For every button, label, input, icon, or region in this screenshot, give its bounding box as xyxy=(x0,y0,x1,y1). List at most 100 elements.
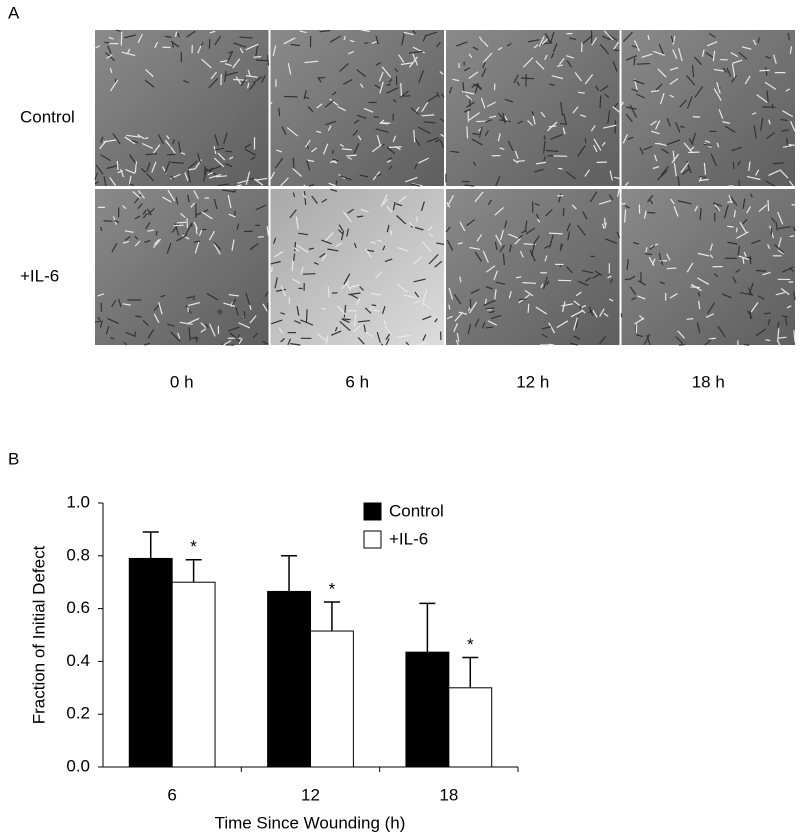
cell xyxy=(137,190,146,199)
cell xyxy=(703,143,712,147)
cell xyxy=(120,168,125,178)
cell xyxy=(229,332,241,342)
cell xyxy=(353,313,357,327)
cell xyxy=(562,127,566,135)
cell xyxy=(264,291,269,297)
cell xyxy=(112,133,121,145)
cell xyxy=(581,269,594,274)
cell xyxy=(386,147,396,155)
cell xyxy=(255,204,267,211)
cell xyxy=(673,206,679,217)
cell xyxy=(658,44,664,55)
cell xyxy=(255,177,268,181)
cell xyxy=(323,143,329,155)
cell xyxy=(223,70,227,82)
cell xyxy=(602,124,617,129)
cell xyxy=(160,294,166,298)
cell xyxy=(581,35,593,45)
cell xyxy=(689,146,695,151)
cell xyxy=(732,59,743,64)
cell xyxy=(364,307,372,314)
cell xyxy=(573,317,579,331)
cell xyxy=(235,305,239,316)
cell xyxy=(541,333,548,338)
cell xyxy=(651,258,656,265)
cell xyxy=(412,46,425,54)
cell xyxy=(134,235,139,240)
cell xyxy=(408,56,418,68)
cell xyxy=(749,310,752,320)
cell xyxy=(678,47,683,62)
cell xyxy=(341,148,352,151)
cell xyxy=(153,238,162,248)
cell xyxy=(357,319,370,323)
cell xyxy=(718,109,724,120)
cell xyxy=(376,332,381,343)
cell xyxy=(484,119,492,123)
cell xyxy=(436,41,441,48)
cell xyxy=(321,198,328,203)
cell xyxy=(599,95,602,109)
cell xyxy=(370,292,381,296)
cell xyxy=(726,67,731,77)
cell xyxy=(392,135,397,143)
cell xyxy=(722,121,731,125)
cell xyxy=(292,278,301,284)
cell xyxy=(776,328,780,342)
cell xyxy=(308,247,314,250)
cell xyxy=(546,280,550,286)
cell xyxy=(476,234,483,242)
cell xyxy=(704,338,712,346)
cell xyxy=(659,93,665,105)
cell xyxy=(454,311,464,322)
cell xyxy=(352,129,359,137)
cell xyxy=(749,255,752,265)
cell xyxy=(655,120,661,130)
cell xyxy=(489,115,497,119)
cell xyxy=(412,30,416,34)
cell xyxy=(592,273,600,279)
cell xyxy=(304,139,311,148)
cell xyxy=(514,150,519,160)
cell xyxy=(782,144,793,148)
cell xyxy=(171,161,184,164)
cell xyxy=(122,240,130,244)
cell xyxy=(633,57,636,66)
cell xyxy=(221,343,230,346)
cell xyxy=(198,230,203,237)
cell xyxy=(384,326,393,336)
cell xyxy=(324,99,334,108)
cell xyxy=(173,224,184,227)
cell xyxy=(104,41,110,44)
cell xyxy=(485,265,496,273)
cell xyxy=(735,269,741,273)
cell xyxy=(621,202,626,205)
cell xyxy=(508,233,519,239)
cell xyxy=(146,173,155,182)
cell xyxy=(213,198,218,210)
cell xyxy=(409,183,420,187)
cell xyxy=(771,217,776,223)
cell xyxy=(425,94,438,103)
cell xyxy=(305,309,308,323)
cell xyxy=(403,31,414,36)
cell xyxy=(154,41,159,49)
cell xyxy=(622,134,628,144)
cell xyxy=(661,148,669,154)
cell xyxy=(290,43,301,47)
cell xyxy=(397,247,408,252)
cell xyxy=(575,291,582,297)
cell xyxy=(240,77,247,87)
cell xyxy=(556,320,569,329)
cell xyxy=(494,241,498,251)
cell xyxy=(470,288,480,294)
cell xyxy=(204,323,209,328)
cell xyxy=(186,30,196,38)
cell xyxy=(97,293,105,297)
legend-label: Control xyxy=(389,501,444,520)
cell xyxy=(653,50,665,56)
cell xyxy=(328,182,337,187)
cell xyxy=(145,69,154,78)
cell xyxy=(626,259,629,271)
cell xyxy=(325,335,329,346)
